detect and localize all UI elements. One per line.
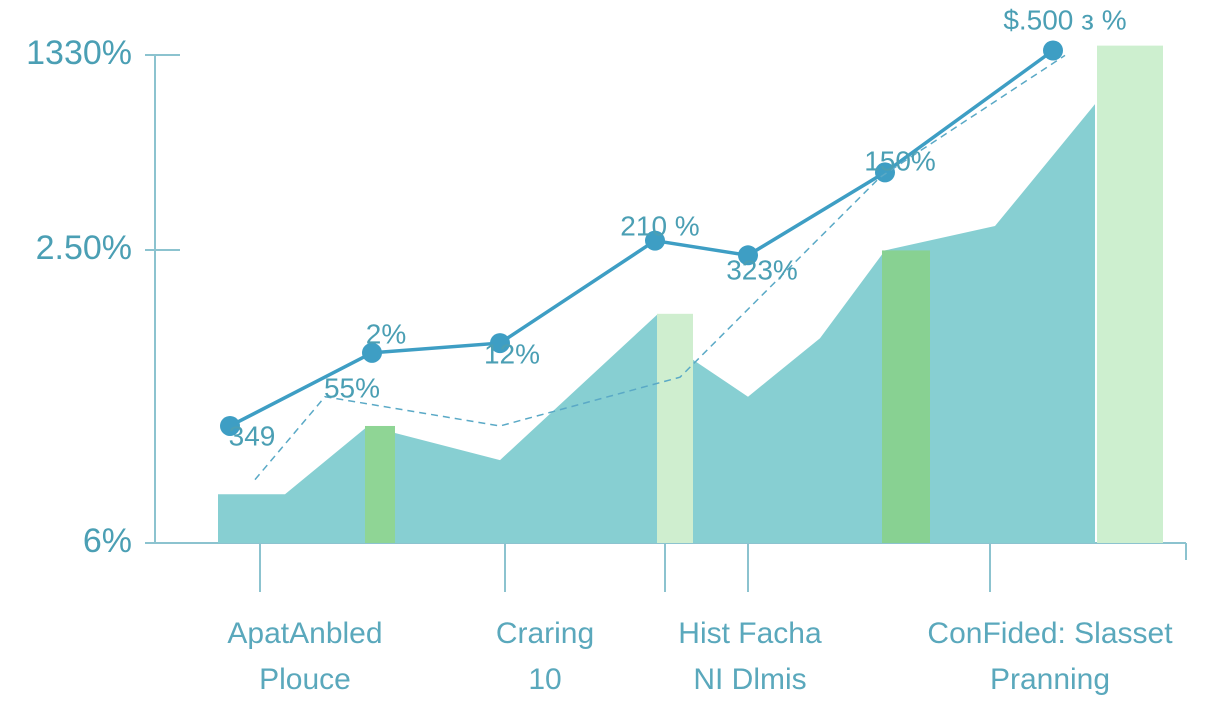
annotation: $.500 з % [1003,4,1126,35]
x-axis-label: ApatAnbled [227,617,382,650]
line-point [875,162,895,183]
annotation: 210 % [620,210,699,241]
x-axis-label: 10 [528,663,561,696]
annotation: 2% [366,318,406,349]
y-axis-label: 6% [83,522,132,560]
line-point [362,342,382,363]
annotation: 323% [726,254,798,285]
line-point [1043,40,1063,61]
bar [657,313,693,543]
line-point [738,245,758,266]
line [254,54,1066,481]
bar [882,250,930,543]
area [218,104,1095,544]
bar [1097,45,1163,543]
x-axis-label: Plouce [259,663,351,696]
annotation: 12% [484,338,540,369]
x-axis-label: Hist Facha [678,617,822,650]
line-point [645,230,665,251]
annotation: 55% [324,372,380,403]
bar [365,425,395,543]
x-axis-label: Pranning [990,663,1110,696]
x-axis-label: ConFided: Slasset [927,617,1173,650]
y-axis-label: 1330% [26,34,132,72]
x-axis-label: Craring [496,617,594,650]
annotation: 349 [229,420,276,451]
annotation: 150% [864,145,936,176]
x-axis-label: NI Dlmis [693,663,806,696]
line-point [220,415,240,436]
y-axis-label: 2.50% [36,229,132,267]
line-point [490,333,510,354]
